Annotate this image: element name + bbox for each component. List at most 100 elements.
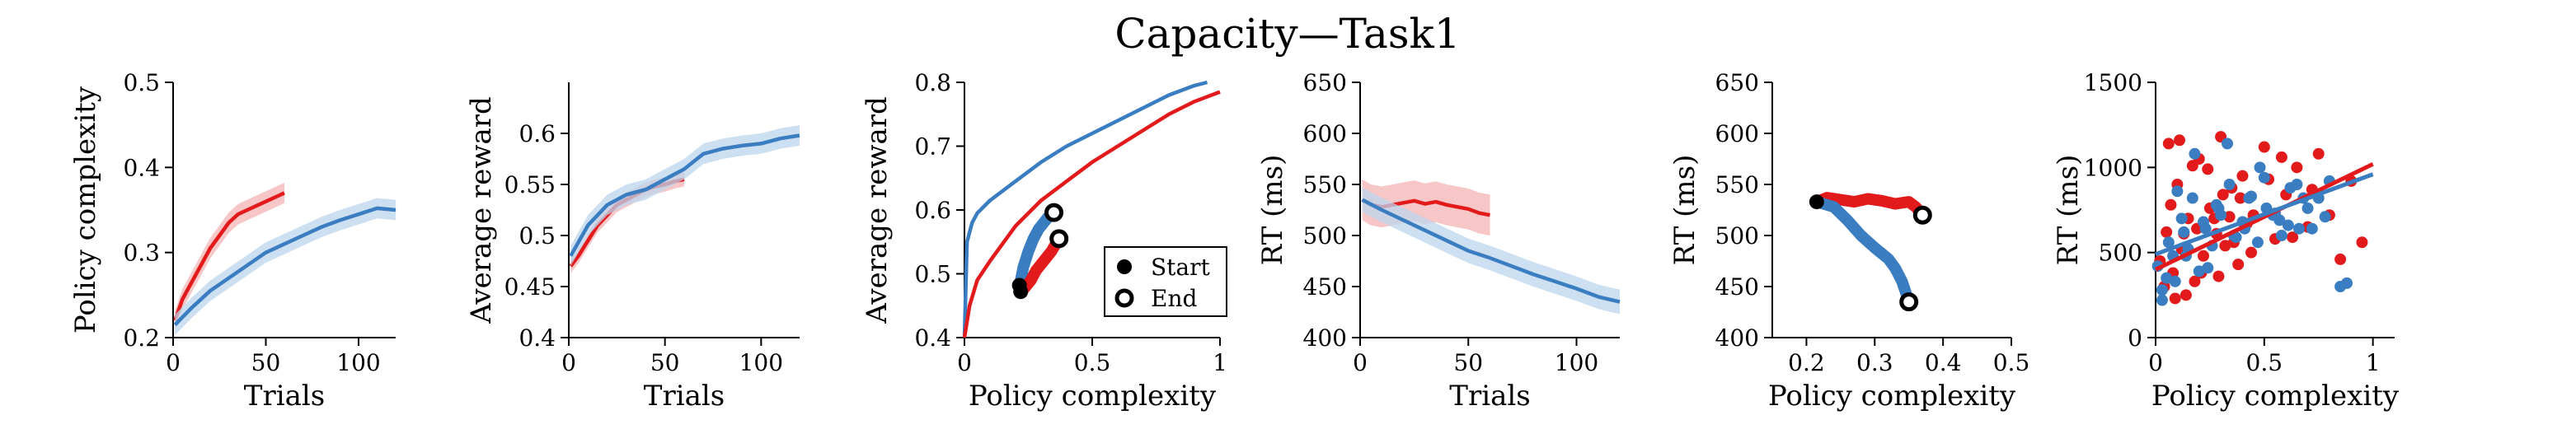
y-tick-label: 0.2 [123,324,160,352]
series-line-red [962,90,1221,338]
data-point-blue [2282,219,2294,231]
y-tick-label: 0.55 [504,171,556,198]
y-axis-label: Average reward [861,96,894,324]
data-point-red [2219,240,2231,252]
data-point-red [2234,192,2246,204]
data-point-red [2174,134,2185,147]
data-point-red [2180,289,2192,301]
end-marker [1049,229,1069,249]
y-tick-label: 1000 [2084,154,2142,181]
data-point-blue [2156,284,2168,296]
x-tick-label: 50 [650,349,680,376]
data-point-blue [2306,222,2318,235]
y-tick-label: 0 [2128,324,2142,352]
data-point-red [2356,236,2368,249]
y-tick-label: 500 [2099,240,2142,267]
data-point-red [2258,141,2270,153]
y-tick-label: 0.4 [914,324,951,352]
y-tick-label: 0.6 [914,197,951,224]
data-point-red [2198,249,2209,262]
data-point-blue [2291,179,2303,190]
start-marker [1809,194,1824,210]
chart-panel-1: 0 50 100 0.2 0.3 0.4 0.5 Trials Policy complexit… [69,69,396,413]
y-tick-label: 400 [1715,324,1759,352]
data-point-red [2186,160,2198,172]
trajectory-point-red [1876,195,1887,206]
trajectory-point-blue [1897,276,1907,287]
data-point-red [2165,198,2177,211]
legend-label: End [1151,285,1197,312]
data-point-blue [2275,230,2287,241]
y-tick-label: 550 [1303,171,1347,198]
error-band-blue [570,125,800,267]
series-line-red [173,191,285,322]
y-tick-label: 0.45 [504,273,556,301]
trajectory-point-blue [1883,254,1893,264]
x-axis-label: Policy complexity [2151,380,2400,413]
data-point-blue [2341,277,2353,289]
data-point-blue [2230,231,2242,244]
x-tick-label: 0 [957,349,972,376]
x-tick-label: 0 [166,349,181,376]
x-tick-label: 0.3 [1856,349,1893,376]
y-tick-label: 0.8 [914,69,951,96]
x-tick-label: 0.5 [2246,349,2283,376]
y-tick-label: 0.5 [914,261,951,288]
data-point-red [2275,151,2287,163]
data-point-blue [2319,211,2331,223]
trajectory-point-blue [1842,215,1853,226]
trajectory-point-red [1835,194,1846,205]
y-tick-label: 0.5 [123,69,160,96]
y-tick-label: 0.3 [123,240,160,267]
y-tick-label: 650 [1715,69,1759,96]
chart-panel-6: 0 0.5 1 0 500 1000 1500 Policy complexity RT (ms… [2052,69,2400,413]
y-tick-label: 600 [1715,120,1759,147]
x-tick-label: 0.5 [1993,349,2030,376]
x-tick-label: 0.5 [1074,349,1111,376]
data-point-blue [2193,265,2205,277]
end-marker [1044,203,1063,222]
legend-label: Start [1151,254,1211,281]
data-point-blue [2161,272,2173,284]
data-point-blue [2258,171,2270,184]
x-tick-label: 0.4 [1925,349,1962,376]
data-point-blue [2210,198,2222,211]
x-tick-label: 1 [2366,349,2381,376]
end-marker [1912,205,1932,225]
y-axis-label: Policy complexity [69,86,102,333]
data-point-blue [2175,212,2188,225]
y-axis-label: RT (ms) [1668,155,1701,266]
data-point-red [2212,270,2225,282]
data-point-blue [2251,236,2264,249]
chart-panel-3: 0 0.5 1 0.4 0.5 0.6 0.7 0.8 Policy complexity Ave… [861,69,1227,413]
y-tick-label: 0.4 [518,324,556,352]
trajectory-point-blue [1890,263,1901,273]
trajectory-point-red [1890,198,1901,209]
y-tick-label: 450 [1303,273,1347,301]
x-tick-label: 1 [1213,349,1227,376]
trajectory-point-blue [1870,242,1880,253]
chart-panel-2: 0 50 100 0.4 0.45 0.5 0.55 0.6 Trials Average rew… [465,82,800,413]
x-tick-label: 100 [336,349,380,376]
x-axis-label: Trials [244,380,325,413]
data-point-blue [2162,236,2175,249]
y-tick-label: 550 [1715,171,1759,198]
y-axis-label: RT (ms) [1256,155,1289,266]
end-marker [1899,292,1919,312]
error-band-blue [175,198,396,335]
y-tick-label: 450 [1715,273,1759,301]
data-point-red [2287,231,2299,244]
data-point-red [2236,170,2249,182]
series-line-blue [1361,198,1621,304]
data-point-blue [2178,226,2190,238]
data-point-red [2217,189,2229,201]
data-point-red [2202,163,2214,175]
trajectory-point-blue [1856,231,1866,240]
y-tick-label: 0.5 [518,222,556,249]
data-point-blue [2245,190,2257,203]
data-point-red [2189,275,2201,287]
x-tick-label: 0 [2148,349,2163,376]
trajectory-blue [1810,196,1915,308]
